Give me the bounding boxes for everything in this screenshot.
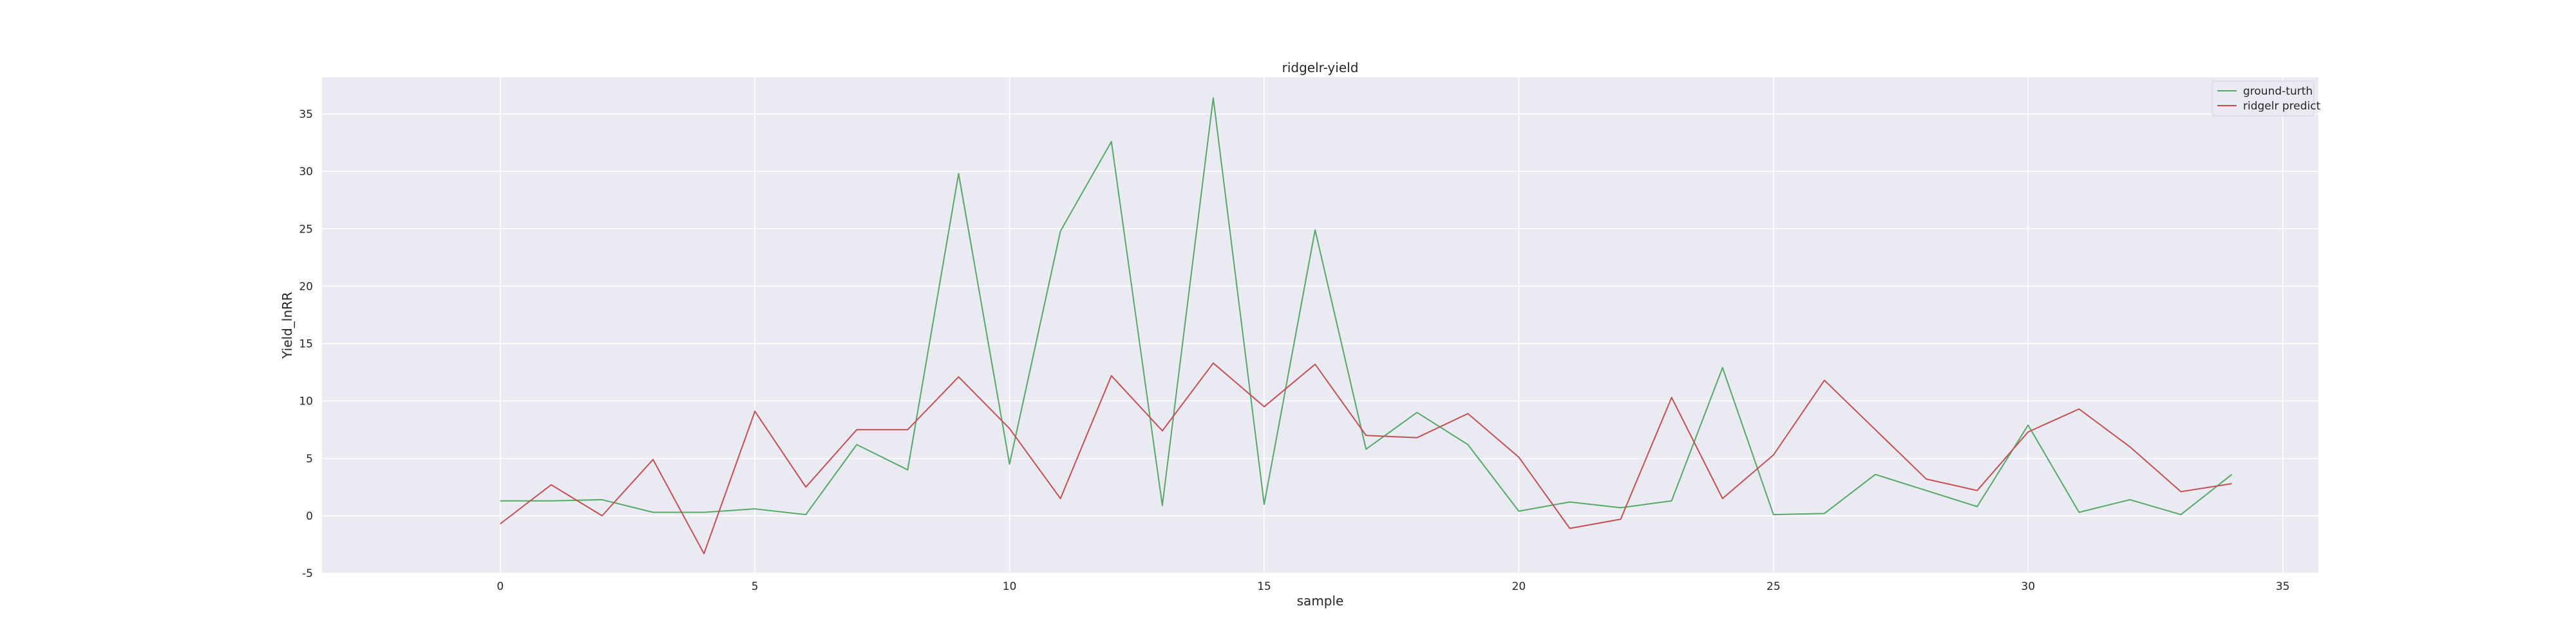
x-tick-label: 0 [497, 580, 504, 593]
y-tick-label: -5 [302, 567, 313, 580]
legend-label-ground-turth: ground-turth [2243, 85, 2313, 98]
y-tick-label: 5 [306, 453, 313, 466]
y-axis-label: Yield_lnRR [279, 292, 295, 359]
x-tick-label: 5 [752, 580, 759, 593]
series-line-ridgelr-predict [500, 362, 2232, 554]
y-tick-label: 20 [299, 280, 313, 293]
series-layer [500, 97, 2233, 554]
x-tick-label: 30 [2021, 580, 2035, 593]
y-tick-label: 10 [299, 395, 313, 408]
x-axis-label: sample [1297, 593, 1344, 609]
series-line-ground-turth [500, 97, 2233, 516]
y-tick-label: 0 [306, 510, 313, 523]
y-tick-label: 35 [299, 108, 313, 121]
legend: ground-turth ridgelr predict [2211, 80, 2321, 117]
x-tick-label: 10 [1003, 580, 1017, 593]
legend-box [2211, 80, 2315, 117]
x-tick-label: 35 [2276, 580, 2290, 593]
y-tick-labels: -5 0 5 10 15 20 25 30 35 [299, 108, 313, 580]
y-tick-label: 15 [299, 338, 313, 351]
legend-label-ridgelr-predict: ridgelr predict [2243, 100, 2321, 113]
x-tick-labels: 0 5 10 15 20 25 30 35 [497, 580, 2289, 593]
grid-lines [322, 77, 2318, 574]
x-tick-label: 20 [1512, 580, 1526, 593]
y-tick-label: 30 [299, 166, 313, 178]
x-tick-label: 15 [1257, 580, 1271, 593]
chart-title: ridgelr-yield [1282, 60, 1359, 75]
y-tick-label: 25 [299, 223, 313, 236]
x-tick-label: 25 [1766, 580, 1781, 593]
plot-background [322, 77, 2318, 573]
